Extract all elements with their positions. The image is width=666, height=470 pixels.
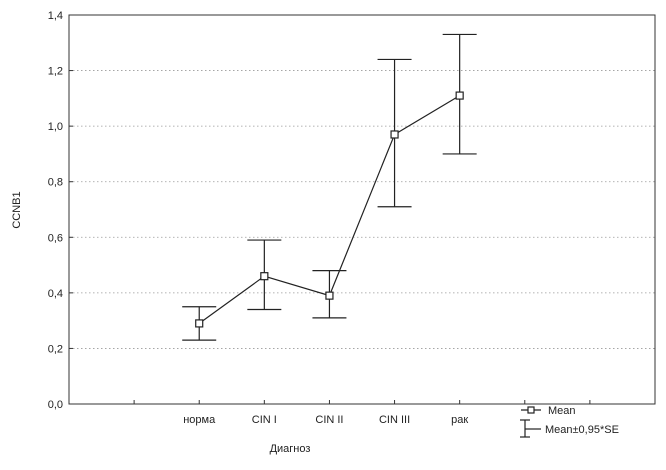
x-tick-label: норма: [183, 414, 216, 426]
x-axis-label: Диагноз: [270, 443, 311, 455]
x-tick-label: рак: [451, 414, 468, 426]
y-tick-label: 0,2: [48, 343, 63, 355]
mean-point: [260, 272, 269, 281]
mean-point: [195, 319, 204, 328]
gridlines: [69, 70, 655, 349]
legend-mean-marker: [527, 406, 535, 414]
x-tick-label: CIN III: [379, 414, 410, 426]
mean-point: [455, 91, 464, 100]
legend-errbar-label: Mean±0,95*SE: [545, 424, 619, 436]
mean-point: [390, 130, 399, 139]
legend: Mean Mean±0,95*SE: [520, 405, 619, 438]
x-axis-ticks: норма CIN I CIN II CIN III рак: [133, 400, 591, 426]
y-tick-label: 1,2: [48, 66, 63, 78]
mean-point: [325, 291, 334, 300]
legend-mean-label: Mean: [548, 405, 576, 417]
y-tick-label: 1,4: [48, 10, 63, 22]
y-axis-label: CCNB1: [11, 191, 23, 228]
y-tick-label: 0,0: [48, 399, 63, 411]
y-tick-label: 0,8: [48, 177, 63, 189]
x-tick-label: CIN I: [252, 414, 277, 426]
y-tick-label: 1,0: [48, 121, 63, 133]
y-tick-label: 0,4: [48, 288, 63, 300]
y-tick-label: 0,6: [48, 232, 63, 244]
y-axis-ticks: 0,0 0,2 0,4 0,6 0,8 1,0 1,2 1,4: [48, 10, 73, 411]
series-layer: [182, 33, 477, 341]
x-tick-label: CIN II: [315, 414, 343, 426]
plot-frame: [68, 14, 656, 405]
